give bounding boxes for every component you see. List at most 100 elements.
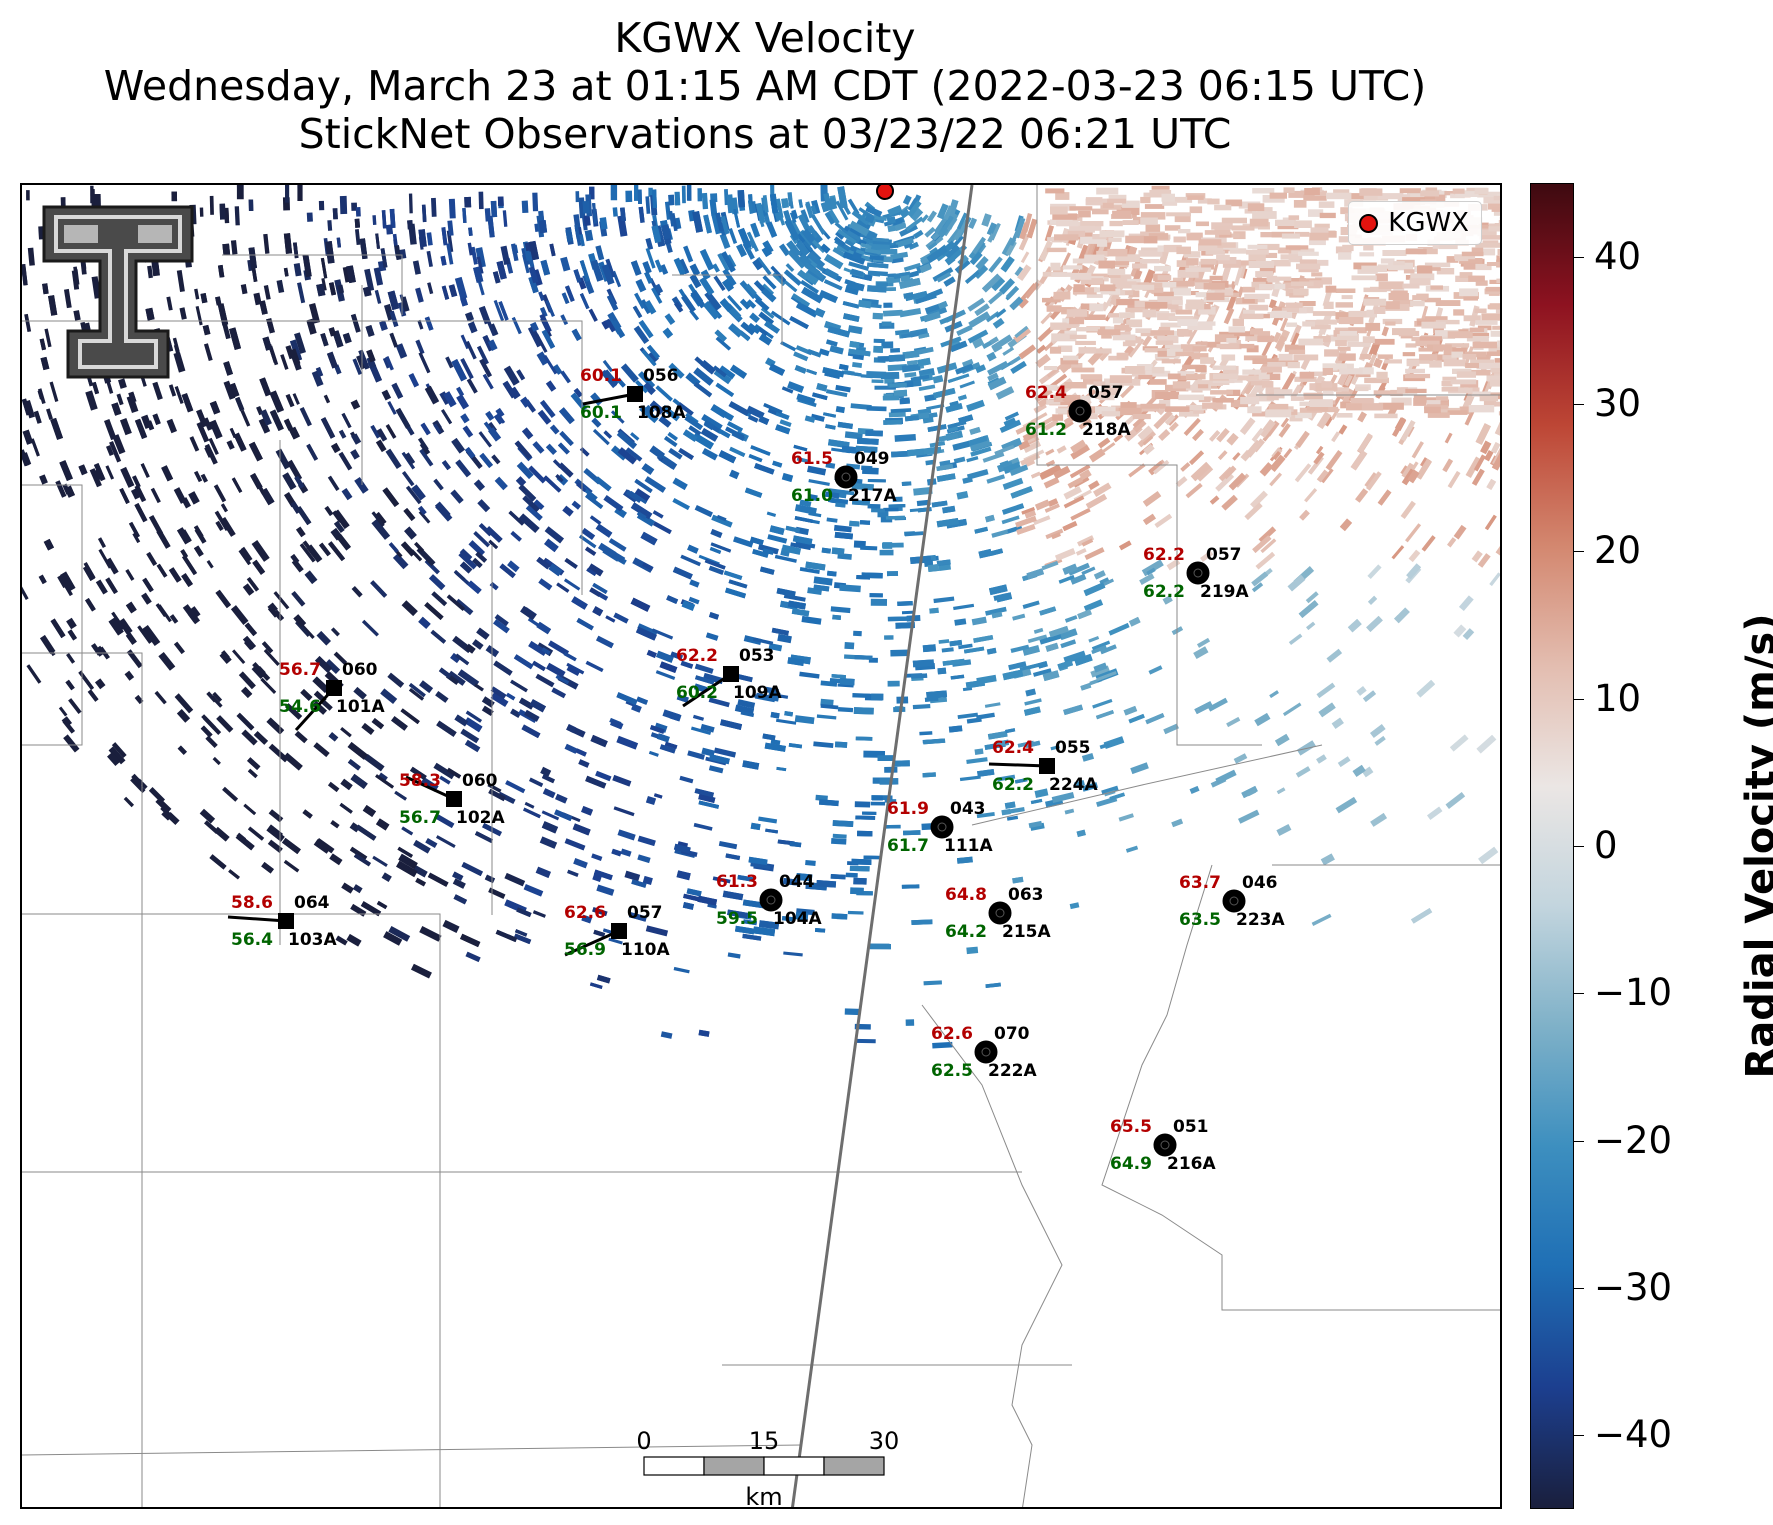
station-219A[interactable]: 62.2 057 62.2 219A	[1143, 545, 1249, 602]
station-id: 217A	[848, 486, 897, 506]
station-calm-ring	[841, 472, 851, 482]
station-top-value: 63.7	[1179, 873, 1221, 893]
station-110A[interactable]: 62.6 057 56.9 110A	[564, 903, 670, 960]
colorbar-tick-label: −40	[1594, 1413, 1673, 1457]
radar-map[interactable]: 60.1 056 60.1 108A 62.4 057 61.2 218A 61.5 049 61.…	[20, 183, 1502, 1509]
colorbar-tick-label: 10	[1594, 676, 1642, 720]
station-calm-ring	[1160, 1140, 1170, 1150]
station-circle-marker	[930, 815, 954, 839]
colorbar-tick-label: 20	[1594, 529, 1642, 573]
scale-label-15: 15	[749, 1427, 780, 1455]
station-id: 108A	[637, 403, 686, 423]
station-top-value: 61.3	[716, 872, 758, 892]
station-bottom-value: 56.9	[564, 940, 606, 960]
station-108A[interactable]: 60.1 056 60.1 108A	[580, 366, 686, 423]
station-circle-marker	[1153, 1133, 1177, 1157]
velocity-field	[22, 185, 1500, 1049]
legend: KGWX	[1348, 201, 1482, 245]
station-calm-ring	[995, 908, 1005, 918]
legend-label: KGWX	[1388, 208, 1469, 238]
station-111A[interactable]: 61.9 043 61.7 111A	[887, 799, 993, 856]
station-direction: 057	[1206, 545, 1242, 565]
station-direction: 053	[739, 646, 775, 666]
figure-title: KGWX Velocity Wednesday, March 23 at 01:…	[20, 14, 1510, 158]
station-bottom-value: 61.0	[791, 486, 833, 506]
station-direction: 044	[779, 872, 815, 892]
station-top-value: 60.1	[580, 366, 622, 386]
wind-barb	[988, 762, 1048, 768]
station-square-marker	[1039, 758, 1055, 774]
station-215A[interactable]: 64.8 063 64.2 215A	[945, 885, 1051, 942]
station-circle-marker	[1222, 889, 1246, 913]
radar-site-kgwx[interactable]	[876, 185, 894, 200]
wind-barb	[564, 929, 620, 957]
station-bottom-value: 63.5	[1179, 910, 1221, 930]
station-top-value: 62.4	[1025, 383, 1067, 403]
station-224A[interactable]: 62.4 055 62.2 224A	[988, 738, 1098, 795]
station-id: 215A	[1002, 922, 1051, 942]
station-id: 110A	[621, 940, 670, 960]
station-top-value: 56.7	[279, 660, 321, 680]
colorbar-tick-label: −20	[1594, 1118, 1673, 1162]
station-id: 111A	[944, 836, 993, 856]
county-boundaries	[22, 185, 1500, 1507]
station-216A[interactable]: 65.5 051 64.9 216A	[1110, 1117, 1216, 1174]
colorbar-tick	[1574, 846, 1584, 847]
station-217A[interactable]: 61.5 049 61.0 217A	[791, 449, 897, 506]
station-id: 101A	[336, 697, 385, 717]
station-223A[interactable]: 63.7 046 63.5 223A	[1179, 873, 1285, 930]
station-id: 223A	[1236, 910, 1285, 930]
station-109A[interactable]: 62.2 053 60.2 109A	[676, 646, 782, 708]
title-radar-name: KGWX Velocity	[614, 14, 916, 62]
station-square-marker	[611, 923, 627, 939]
station-bottom-value: 54.6	[279, 697, 321, 717]
station-circle-marker	[759, 888, 783, 912]
station-calm-ring	[766, 895, 776, 905]
station-id: 103A	[288, 930, 337, 950]
station-circle-marker	[974, 1040, 998, 1064]
colorbar-tick	[1574, 1435, 1584, 1437]
station-bottom-value: 60.2	[676, 683, 718, 703]
scale-unit-label: km	[745, 1483, 782, 1509]
station-218A[interactable]: 62.4 057 61.2 218A	[1025, 383, 1131, 440]
colorbar-tick	[1574, 698, 1584, 700]
radar-site-marker-icon	[1359, 213, 1379, 233]
station-bottom-value: 59.5	[716, 909, 758, 929]
station-222A[interactable]: 62.6 070 62.5 222A	[931, 1024, 1037, 1081]
station-top-value: 58.3	[399, 771, 441, 791]
station-direction: 051	[1173, 1117, 1209, 1137]
station-101A[interactable]: 56.7 060 54.6 101A	[279, 660, 385, 732]
station-calm-ring	[937, 822, 947, 832]
station-direction: 055	[1055, 738, 1091, 758]
station-top-value: 62.2	[676, 646, 718, 666]
colorbar-tick-label: 30	[1594, 382, 1642, 425]
wind-barb	[227, 915, 287, 923]
station-top-value: 65.5	[1110, 1117, 1152, 1137]
station-calm-ring	[1193, 568, 1203, 578]
station-top-value: 62.6	[931, 1024, 973, 1044]
station-calm-ring	[1075, 406, 1085, 416]
station-102A[interactable]: 58.3 060 56.7 102A	[399, 771, 505, 828]
station-104A[interactable]: 61.3 044 59.5 104A	[716, 872, 822, 929]
colorbar-tick-label: −30	[1594, 1266, 1673, 1309]
station-103A[interactable]: 58.6 064 56.4 103A	[227, 893, 337, 950]
station-direction: 049	[854, 449, 890, 469]
colorbar-tick-label: 0	[1594, 824, 1618, 867]
station-circle-marker	[1186, 561, 1210, 585]
station-calm-ring	[1229, 896, 1239, 906]
station-id: 102A	[456, 808, 505, 828]
station-bottom-value: 64.2	[945, 922, 987, 942]
station-bottom-value: 62.5	[931, 1061, 973, 1081]
station-square-marker	[627, 386, 643, 402]
station-top-value: 61.9	[887, 799, 929, 819]
wind-barb	[582, 392, 636, 406]
station-direction: 056	[643, 366, 679, 386]
station-bottom-value: 62.2	[992, 775, 1034, 795]
station-direction: 046	[1242, 873, 1278, 893]
station-direction: 060	[462, 771, 498, 791]
station-bottom-value: 60.1	[580, 403, 622, 423]
colorbar-tick	[1574, 404, 1584, 405]
title-scan-time: Wednesday, March 23 at 01:15 AM CDT (202…	[103, 62, 1427, 110]
